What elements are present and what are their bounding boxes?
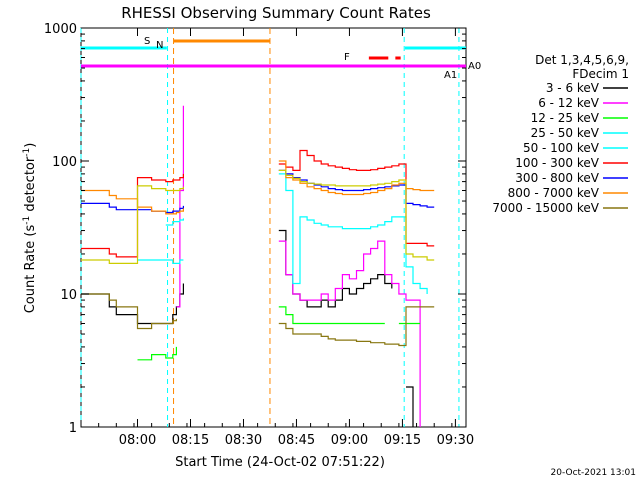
label-a0: A0 xyxy=(468,61,481,72)
footer-timestamp: 20-Oct-2021 13:01 xyxy=(551,468,636,478)
legend-label: 12 - 25 keV xyxy=(531,111,600,125)
series-line xyxy=(176,105,421,427)
legend-label: 100 - 300 keV xyxy=(515,156,599,170)
y-tick-label: 1000 xyxy=(44,22,77,37)
y-axis-label-main: Count Rate (s xyxy=(23,225,38,314)
chart-title: RHESSI Observing Summary Count Rates xyxy=(121,4,431,22)
y-axis-label-sup1: -1 xyxy=(22,216,32,225)
legend-label: 6 - 12 keV xyxy=(538,96,600,110)
series-line xyxy=(81,293,435,347)
legend-label: 300 - 800 keV xyxy=(515,171,599,185)
y-tick-label: 1 xyxy=(69,421,77,436)
x-tick-label: 09:00 xyxy=(331,433,368,448)
series-line xyxy=(137,306,421,361)
x-tick-label: 09:30 xyxy=(437,433,474,448)
label-n: N xyxy=(156,40,163,51)
series-line xyxy=(81,169,435,214)
y-axis-label-sup2: -1 xyxy=(22,148,32,157)
y-axis-label: Count Rate (s-1 detector-1) xyxy=(22,143,38,314)
legend-label: 800 - 7000 keV xyxy=(508,186,600,200)
legend-title-2: FDecim 1 xyxy=(572,67,629,81)
legend-label: 25 - 50 keV xyxy=(531,126,600,140)
y-tick-label: 10 xyxy=(60,288,77,303)
series-line xyxy=(81,149,435,258)
series-layer xyxy=(81,105,435,427)
legend-label: 7000 - 15000 keV xyxy=(492,201,599,215)
y-tick-label: 100 xyxy=(52,155,77,170)
plot-frame xyxy=(80,27,467,428)
x-axis-label: Start Time (24-Oct-02 07:51:22) xyxy=(175,455,385,470)
annotation-layer: S N F A0 A1 xyxy=(80,28,481,427)
legend-title-1: Det 1,3,4,5,6,9, xyxy=(535,53,629,67)
y-axis-label-mid: detector xyxy=(23,156,38,216)
series-line xyxy=(137,259,184,264)
x-tick-label: 08:00 xyxy=(119,433,156,448)
y-axis-label-end: ) xyxy=(23,143,38,148)
x-tick-label: 08:15 xyxy=(172,433,209,448)
axes-layer: 08:00 08:15 08:30 08:45 09:00 09:15 09:30 1 10 10… xyxy=(44,22,474,448)
x-tick-label: 08:45 xyxy=(278,433,315,448)
series-line xyxy=(165,173,428,294)
x-tick-label: 08:30 xyxy=(225,433,262,448)
label-f: F xyxy=(344,52,350,63)
legend-label: 50 - 100 keV xyxy=(523,141,600,155)
legend-label: 3 - 6 keV xyxy=(546,81,600,95)
series-line xyxy=(81,169,435,264)
x-tick-label: 09:15 xyxy=(384,433,421,448)
label-a1: A1 xyxy=(444,70,457,81)
label-s: S xyxy=(144,36,150,47)
